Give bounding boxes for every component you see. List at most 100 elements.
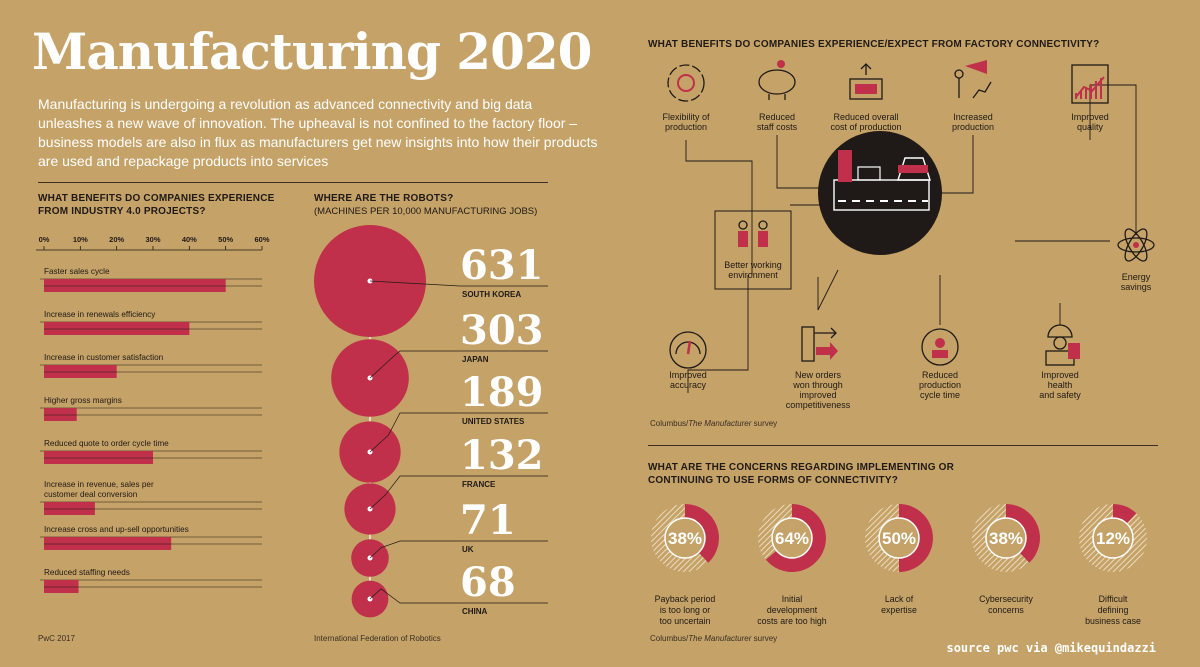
bubble-value: 303 <box>460 307 544 354</box>
tick-label: 0% <box>39 235 50 244</box>
benefit-label: staff costs <box>757 122 798 132</box>
bubble-value: 71 <box>460 497 516 544</box>
tick-label: 20% <box>109 235 124 244</box>
benefit-label: Increased <box>953 112 993 122</box>
benefit-label: production <box>665 122 707 132</box>
factory-chimney <box>838 150 852 182</box>
donut-caption: concerns <box>988 605 1024 615</box>
clock-person-icon <box>921 328 959 366</box>
donut-caption: defining <box>1098 605 1129 615</box>
benefits-title: WHAT BENEFITS DO COMPANIES EXPERIENCE FR… <box>38 193 275 217</box>
orders-arrows-icon <box>801 326 838 362</box>
donut-caption: too uncertain <box>660 616 711 626</box>
benefit-label: cost of production <box>830 122 901 132</box>
hardhat-worker-icon <box>1045 324 1080 366</box>
donut-caption: is too long or <box>660 605 710 615</box>
benefit-label: won through <box>792 380 843 390</box>
connector-line <box>1089 84 1137 235</box>
benefit-label: savings <box>1121 282 1152 292</box>
connector-line <box>685 140 753 275</box>
robots-subtitle: (MACHINES PER 10,000 MANUFACTURING JOBS) <box>314 206 538 217</box>
benefit-label: Reduced <box>759 112 795 122</box>
tick-label: 40% <box>182 235 197 244</box>
benefit-label: Reduced <box>922 370 958 380</box>
bar <box>44 408 77 421</box>
donut-ring <box>664 517 706 559</box>
bubble-value: 631 <box>460 242 544 289</box>
donut-caption: Lack of <box>885 594 914 604</box>
leader-line <box>369 350 460 379</box>
bar-category-label: customer deal conversion <box>44 490 138 499</box>
bubble-country-label: CHINA <box>462 607 488 616</box>
connector-line <box>817 269 839 311</box>
donut-hole <box>665 518 705 558</box>
money-box-icon <box>849 63 883 100</box>
bar <box>44 279 226 292</box>
bar <box>44 322 190 335</box>
bar-category-label: Higher gross margins <box>44 396 122 405</box>
benefit-label: Improved <box>1071 112 1109 122</box>
bubble-country-label: UK <box>462 545 474 554</box>
factory-hub <box>818 131 942 255</box>
bubble-country-label: FRANCE <box>462 480 496 489</box>
benefit-label: Energy <box>1122 272 1151 282</box>
robots-source: International Federation of Robotics <box>314 634 441 643</box>
tick-label: 30% <box>145 235 160 244</box>
donut-hole <box>1093 518 1133 558</box>
donut-ring <box>878 517 920 559</box>
bubble-country-label: SOUTH KOREA <box>462 290 521 299</box>
bar <box>44 537 172 550</box>
donut-caption: Difficult <box>1099 594 1128 604</box>
bubble-value: 189 <box>460 369 544 416</box>
benefit-label: quality <box>1077 122 1104 132</box>
benefit-label: environment <box>728 270 778 280</box>
people-icon <box>738 220 768 247</box>
bar-category-label: Faster sales cycle <box>44 267 110 276</box>
concerns-title: WHAT ARE THE CONCERNS REGARDING IMPLEMEN… <box>648 462 955 486</box>
donut-caption: expertise <box>881 605 917 615</box>
benefit-label: New orders <box>795 370 842 380</box>
donut-caption: Payback period <box>655 594 716 604</box>
bar-category-label: Increase in renewals efficiency <box>44 310 156 319</box>
benefit-label: competitiveness <box>786 400 851 410</box>
donut-hole <box>879 518 919 558</box>
bubble-country-label: UNITED STATES <box>462 417 525 426</box>
concerns-source: Columbus/The Manufacturer survey <box>650 634 778 643</box>
bubble-country-label: JAPAN <box>462 355 489 364</box>
donut-value-label: 38% <box>668 529 702 548</box>
factory-unit <box>857 166 881 181</box>
tick-label: 60% <box>254 235 269 244</box>
donut-hole <box>772 518 812 558</box>
factory-body <box>833 179 930 211</box>
benefit-label: cycle time <box>920 390 960 400</box>
quality-chart-icon <box>1071 64 1109 104</box>
atom-icon <box>1117 228 1155 262</box>
leader-line <box>369 588 460 604</box>
page-title: Manufacturing 2020 <box>32 22 592 81</box>
robots-title: WHERE ARE THE ROBOTS? <box>314 193 454 204</box>
bubble-value: 68 <box>460 559 516 606</box>
donut-ring <box>771 517 813 559</box>
factory-band <box>898 165 928 173</box>
intro-text: Manufacturing is undergoing a revolution… <box>38 96 598 169</box>
benefit-label: Flexibility of <box>662 112 710 122</box>
leader-line <box>369 475 460 510</box>
credit-text: source pwc via @mikequindazzi <box>946 641 1156 655</box>
divider <box>648 445 1158 446</box>
benefits-bar-chart: 0% 10% 20% 30% 40% 50% 60% Faster sales cycle In… <box>36 235 270 593</box>
donut-caption: business case <box>1085 616 1141 626</box>
bar-category-label: Reduced staffing needs <box>44 568 130 577</box>
donut-value-label: 38% <box>989 529 1023 548</box>
donut-caption: development <box>767 605 818 615</box>
piggy-bank-icon <box>758 60 796 100</box>
benefit-label: and safety <box>1039 390 1081 400</box>
benefit-label: accuracy <box>670 380 707 390</box>
benefit-label: production <box>919 380 961 390</box>
benefit-label: Improved <box>669 370 707 380</box>
better-environment-box <box>714 210 792 290</box>
connectivity-source: Columbus/The Manufacturer survey <box>650 419 778 428</box>
donut-value-label: 50% <box>882 529 916 548</box>
